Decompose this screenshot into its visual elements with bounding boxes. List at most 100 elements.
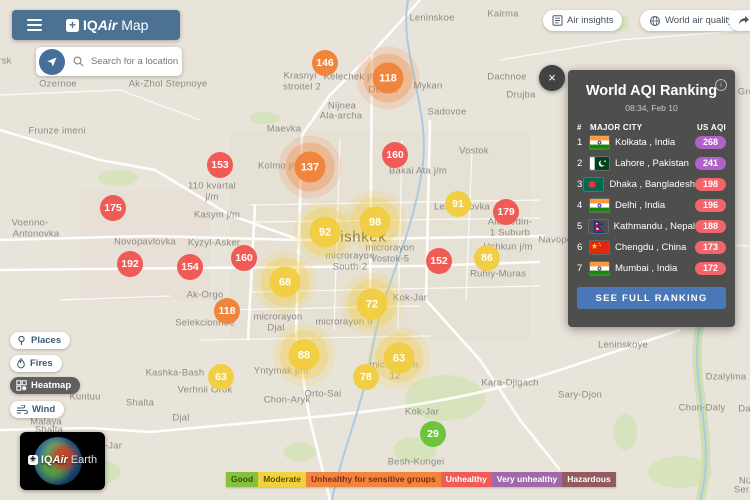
aqi-marker[interactable]: 86: [474, 245, 500, 271]
ranking-rows: 1 Kolkata , India 268 2 Lahore , Pakistan 241…: [568, 132, 735, 279]
earth-brand-name: IQAir: [40, 454, 68, 466]
aqi-marker[interactable]: 91: [445, 191, 471, 217]
ranking-row[interactable]: 6 Chengdu , China 173: [568, 237, 735, 258]
menu-icon[interactable]: [27, 19, 42, 31]
flag-icon-india: [590, 262, 609, 275]
earth-widget-label: + IQAir Earth: [20, 454, 105, 466]
aqi-marker[interactable]: 98: [359, 206, 391, 238]
map-place-label: Sary-Djon: [557, 389, 603, 401]
aqi-marker[interactable]: 152: [426, 248, 452, 274]
see-full-ranking-button[interactable]: SEE FULL RANKING: [577, 287, 726, 309]
flag-icon-india: [590, 136, 609, 149]
iqair-earth-widget[interactable]: + IQAir Earth: [20, 432, 105, 490]
plus-logo-icon: +: [66, 18, 79, 32]
layer-button-places[interactable]: Places: [10, 332, 71, 349]
iqair-logo[interactable]: + IQAir Map: [66, 17, 148, 33]
aqi-marker[interactable]: 68: [269, 266, 301, 298]
map-place-label: Vostok-5: [370, 253, 410, 265]
map-place-label: on-Jar: [93, 440, 123, 452]
ranking-row[interactable]: 5 Kathmandu , Nepal 188: [568, 216, 735, 237]
places-label: Places: [31, 335, 62, 346]
globe-icon: [650, 15, 660, 26]
map-place-label: Kara-Djigach: [481, 377, 539, 389]
layer-button-fires[interactable]: Fires: [10, 355, 62, 372]
aqi-marker[interactable]: 160: [231, 245, 257, 271]
ranking-row[interactable]: 2 Lahore , Pakistan 241: [568, 153, 735, 174]
close-icon[interactable]: ×: [539, 65, 565, 91]
aqi-badge: 172: [695, 262, 726, 275]
aqi-marker[interactable]: 118: [372, 62, 404, 94]
map-place-label: Orto-Sai: [304, 388, 342, 400]
ranking-rank: 2: [577, 158, 583, 169]
ranking-row[interactable]: 3 Dhaka , Bangladesh 198: [568, 174, 735, 195]
ranking-row[interactable]: 4 Delhi , India 196: [568, 195, 735, 216]
aqi-marker[interactable]: 160: [382, 142, 408, 168]
col-rank: #: [577, 123, 582, 132]
map-place-label: Vostok: [459, 145, 489, 157]
map-place-label: Kok-Jar: [392, 292, 428, 304]
heatmap-icon: [16, 380, 27, 391]
map-place-label: Serz: [733, 484, 750, 496]
flag-icon-india: [590, 199, 609, 212]
panel-timestamp: 08:34, Feb 10: [625, 103, 678, 113]
map-place-label: Drujba: [506, 89, 536, 101]
map-place-label: Kok-Jar: [404, 406, 440, 418]
fires-label: Fires: [30, 358, 53, 369]
ranking-row[interactable]: 7 Mumbai , India 172: [568, 258, 735, 279]
aqi-marker[interactable]: 29: [420, 421, 446, 447]
search-bar: [36, 47, 185, 76]
locate-me-button[interactable]: [39, 48, 65, 75]
legend-segment: Hazardous: [562, 472, 616, 487]
map-place-label: microrayon: [325, 250, 375, 262]
map-place-label: Kasym j/m: [193, 209, 241, 221]
map-place-label: Besh-Kungei: [387, 456, 445, 468]
world-air-quality-button[interactable]: World air quality: [640, 10, 742, 31]
search-input[interactable]: [89, 55, 185, 68]
air-insights-button[interactable]: Air insights: [543, 10, 623, 31]
aqi-marker[interactable]: 192: [117, 251, 143, 277]
aqi-marker[interactable]: 179: [493, 199, 519, 225]
map-place-label: Niz: [738, 475, 750, 487]
plus-logo-icon: +: [27, 455, 38, 465]
map-place-label: Maevka: [266, 123, 302, 135]
info-icon[interactable]: i: [715, 79, 727, 91]
aqi-badge: 188: [695, 220, 726, 233]
aqi-marker[interactable]: 72: [356, 288, 388, 320]
ranking-rank: 5: [577, 221, 583, 232]
aqi-marker[interactable]: 63: [383, 342, 415, 374]
ranking-city: Kolkata , India: [615, 137, 676, 148]
aqi-marker[interactable]: 154: [177, 254, 203, 280]
aqi-marker[interactable]: 137: [294, 151, 326, 183]
aqi-marker[interactable]: 63: [208, 364, 234, 390]
map-place-label: Ak-Zhol Stepnoye: [128, 78, 208, 90]
map-place-label: Kuntuu: [69, 391, 101, 403]
aqi-marker[interactable]: 92: [309, 216, 341, 248]
aqi-marker[interactable]: 153: [207, 152, 233, 178]
map-place-label: Kyzyl-Asker: [187, 237, 241, 249]
layer-button-heatmap[interactable]: Heatmap: [10, 377, 81, 394]
layer-button-wind[interactable]: Wind: [10, 401, 65, 418]
map-place-label: Nijnea: [327, 100, 357, 112]
map-place-label: Verhnii Orok: [177, 384, 233, 396]
heatmap-label: Heatmap: [31, 380, 72, 391]
aqi-marker[interactable]: 146: [312, 50, 338, 76]
aqi-marker[interactable]: 78: [353, 364, 379, 390]
share-button[interactable]: Share: [729, 10, 750, 31]
map-place-label: microrayon 9: [315, 316, 373, 328]
map-place-label: Gro: [737, 86, 750, 98]
aqi-badge: 268: [695, 136, 726, 149]
map-place-label: stroitel 2: [283, 81, 321, 93]
aqi-marker[interactable]: 118: [214, 298, 240, 324]
ranking-rank: 7: [577, 263, 583, 274]
map-place-label: Chon-Daly: [678, 402, 726, 414]
ranking-row[interactable]: 1 Kolkata , India 268: [568, 132, 735, 153]
ranking-city: Delhi , India: [615, 200, 666, 211]
map-place-label: j/m: [205, 191, 219, 203]
map-place-label: Ala-archa: [319, 110, 363, 122]
ranking-city: Lahore , Pakistan: [615, 158, 689, 169]
aqi-marker[interactable]: 88: [288, 339, 320, 371]
app-header: + IQAir Map: [12, 10, 180, 40]
aqi-marker[interactable]: 175: [100, 195, 126, 221]
map-place-label: Mykan: [413, 80, 443, 92]
legend-segment: Unhealthy: [440, 472, 492, 487]
